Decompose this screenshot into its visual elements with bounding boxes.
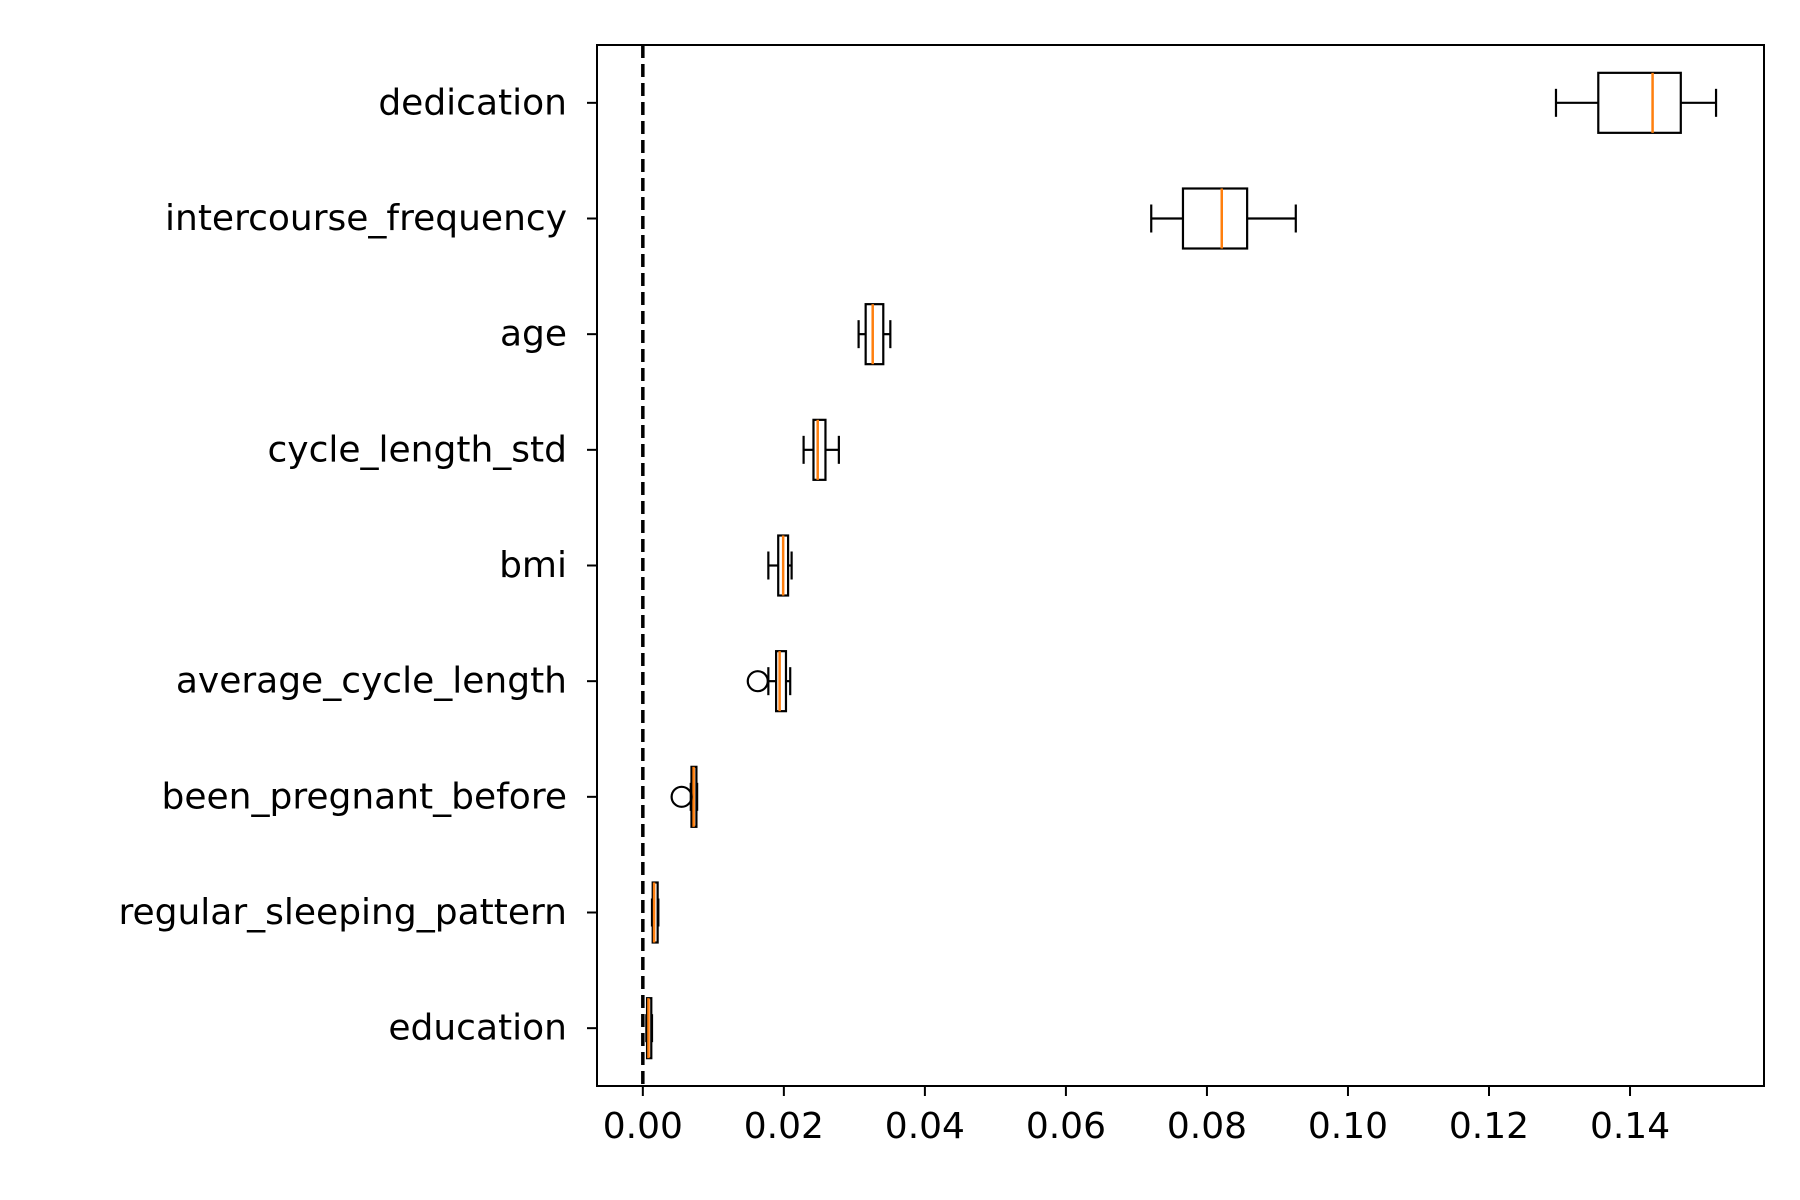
x-tick-label: 0.08 xyxy=(1167,1106,1247,1147)
x-tick-label: 0.14 xyxy=(1590,1106,1670,1147)
x-tick-label: 0.04 xyxy=(885,1106,965,1147)
x-tick-label: 0.12 xyxy=(1449,1106,1529,1147)
box-intercourse_frequency xyxy=(1150,187,1297,250)
box-cycle_length_std xyxy=(802,418,840,481)
iqr-box xyxy=(1597,71,1682,134)
x-tick-label: 0.06 xyxy=(1026,1106,1106,1147)
y-tick-label: been_pregnant_before xyxy=(162,776,568,817)
iqr-box xyxy=(864,303,885,366)
y-tick-label: education xyxy=(388,1008,567,1049)
box-education xyxy=(645,997,654,1060)
box-regular_sleeping_pattern xyxy=(650,881,660,944)
y-tick-label: dedication xyxy=(378,82,567,123)
box-been_pregnant_before xyxy=(670,765,699,828)
box-dedication xyxy=(1554,71,1718,134)
y-tick-label: average_cycle_length xyxy=(176,661,567,702)
box-average_cycle_length xyxy=(746,650,792,713)
box-age xyxy=(857,303,892,366)
iqr-box xyxy=(812,418,827,481)
y-tick-label: cycle_length_std xyxy=(267,429,567,470)
iqr-box xyxy=(775,650,788,713)
y-tick-label: regular_sleeping_pattern xyxy=(118,892,567,933)
outlier-point xyxy=(746,670,769,693)
x-tick-label: 0.00 xyxy=(603,1106,683,1147)
x-tick-label: 0.02 xyxy=(744,1106,824,1147)
iqr-box xyxy=(1181,187,1249,250)
plot-frame xyxy=(596,44,1765,1087)
y-tick-label: intercourse_frequency xyxy=(165,198,567,239)
y-tick-label: age xyxy=(500,314,567,355)
outlier-point xyxy=(670,785,693,808)
x-tick-label: 0.10 xyxy=(1308,1106,1388,1147)
y-tick-label: bmi xyxy=(499,545,567,586)
box-bmi xyxy=(767,534,793,597)
